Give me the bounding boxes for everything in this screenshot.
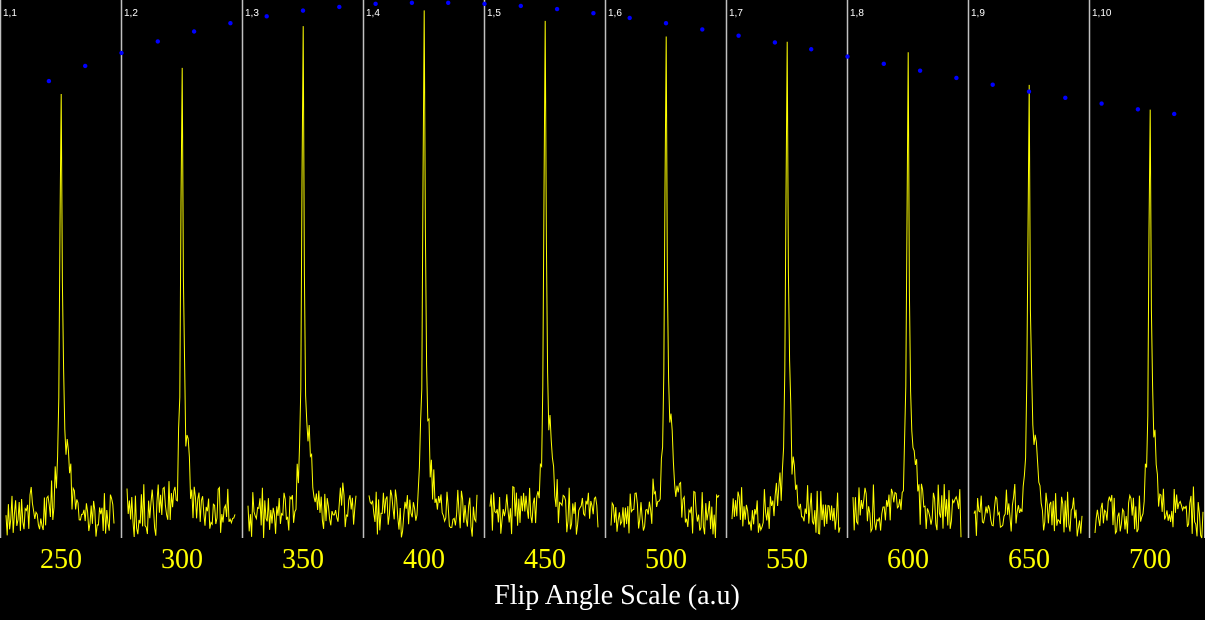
x-tick-label: 550 [766,544,808,575]
spectrum-trace [1094,109,1204,539]
envelope-point [736,33,741,38]
panel-label: 1,6 [608,8,622,19]
envelope-point [954,75,959,81]
envelope-point [1099,101,1104,106]
envelope-point [990,82,995,87]
envelope-point [482,1,487,7]
envelope-point [119,50,124,56]
x-tick-labels: 250 300 350 400 450 500 550 600 650 700 [40,544,1171,575]
spectrum-trace [247,26,357,539]
envelope-point [554,6,560,12]
envelope-point [1026,89,1032,94]
spectrum-trace [731,41,841,535]
panel-label: 1,10 [1092,8,1112,19]
envelope-point [627,15,632,21]
panel-label: 1,3 [245,8,259,19]
envelope-point [264,14,269,19]
envelope-point [663,20,669,26]
envelope-point [772,40,778,45]
spectrum-trace [489,20,599,535]
x-tick-label: 500 [645,544,687,575]
panel-label: 1,4 [366,8,380,19]
x-tick-label: 700 [1129,544,1171,575]
envelope-point [191,29,197,34]
spectrum-trace [852,52,962,538]
envelope-point [917,68,923,73]
envelope-point [155,39,160,44]
spectrum-trace [126,67,236,538]
envelope-point [409,0,415,5]
panel-label: 1,8 [850,8,864,19]
panel-label: 1,1 [3,8,17,19]
spectrum-trace [368,10,478,538]
x-tick-label: 250 [40,544,82,575]
panel-label: 1,5 [487,8,501,19]
x-tick-label: 600 [887,544,929,575]
envelope-point [881,61,886,67]
peak-envelope [46,0,1177,117]
envelope-point [337,4,342,10]
panel-label: 1,2 [124,8,138,19]
spectrum-trace [5,93,115,537]
panel-label: 1,7 [729,8,743,19]
spectrum-trace [610,36,720,539]
x-tick-label: 650 [1008,544,1050,575]
envelope-point [845,54,850,59]
envelope-point [700,27,705,32]
envelope-point [446,0,451,5]
envelope-point [1172,111,1177,117]
envelope-point [300,8,306,13]
x-tick-label: 350 [282,544,324,575]
envelope-point [1063,95,1068,100]
envelope-point [46,78,52,84]
spectra [5,10,1204,539]
x-tick-label: 450 [524,544,566,575]
envelope-point [228,20,233,26]
x-tick-label: 300 [161,544,203,575]
x-axis-title: Flip Angle Scale (a.u) [494,580,740,611]
envelope-point [591,11,596,16]
panel-label: 1,9 [971,8,985,19]
spectrum-trace [973,84,1083,537]
envelope-point [83,63,88,69]
envelope-point [809,47,814,52]
envelope-point [1135,107,1141,112]
envelope-point [373,1,378,7]
panel-labels: 1,1 1,2 1,3 1,4 1,5 1,6 1,7 1,8 1,9 1,10 [3,8,1112,19]
x-tick-label: 400 [403,544,445,575]
envelope-point [518,3,523,9]
